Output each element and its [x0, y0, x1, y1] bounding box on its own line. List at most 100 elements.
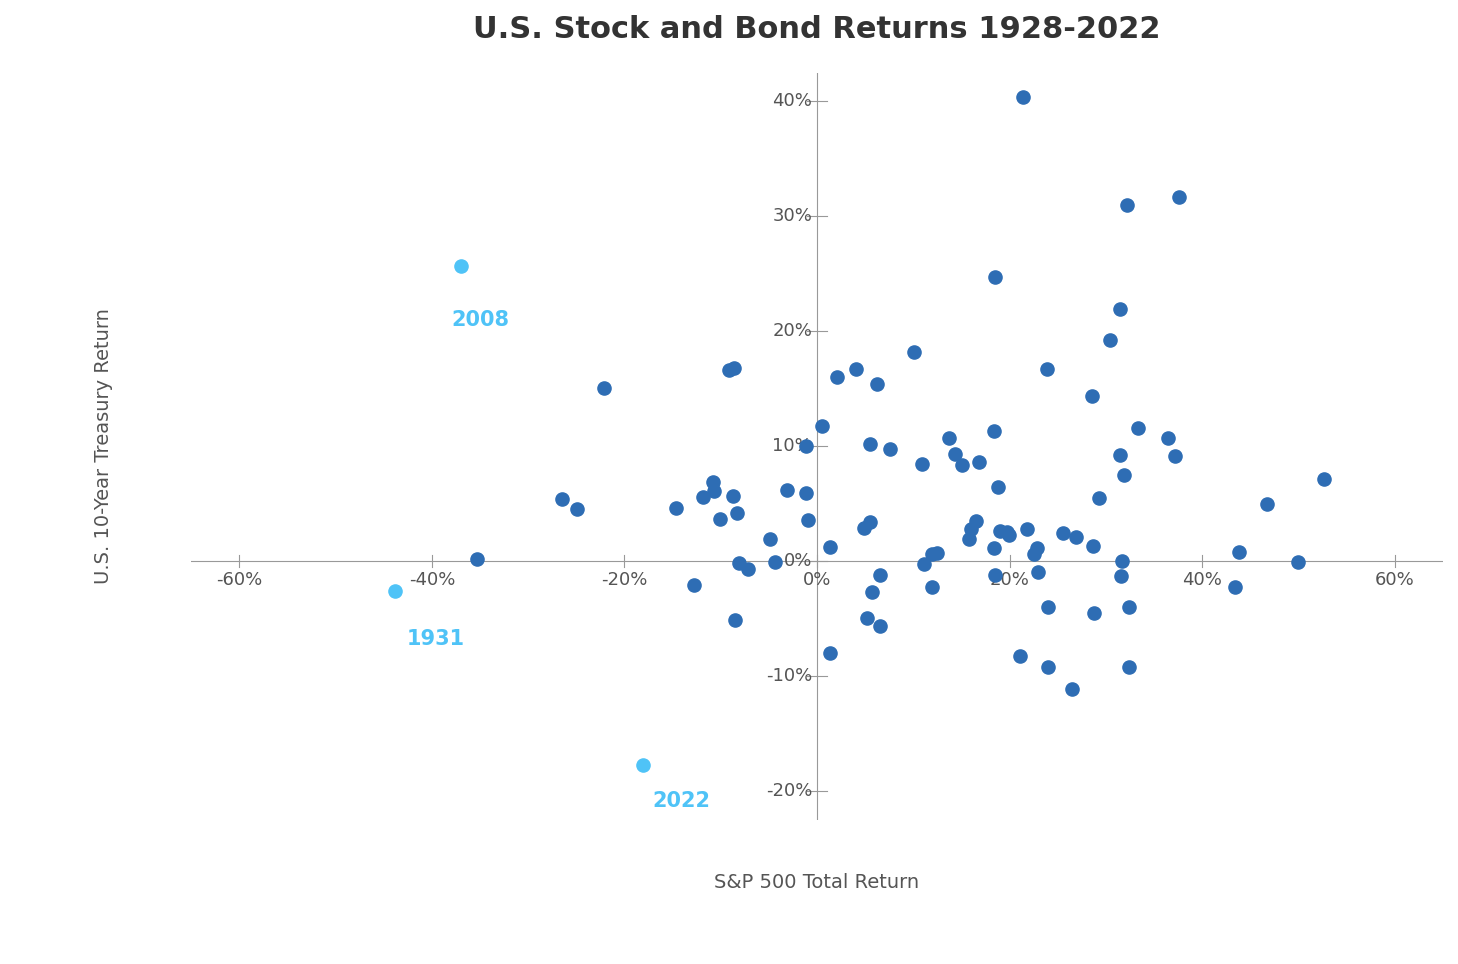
Point — [709, 512, 732, 527]
Point — [869, 618, 892, 633]
Point — [1060, 682, 1083, 697]
Text: S&P 500 Total Return: S&P 500 Total Return — [714, 872, 920, 892]
Text: 2008: 2008 — [451, 310, 509, 330]
Text: U.S. 10-Year Treasury Return: U.S. 10-Year Treasury Return — [93, 308, 112, 584]
Point — [566, 501, 589, 517]
Point — [701, 474, 725, 490]
Point — [1255, 496, 1279, 512]
Title: U.S. Stock and Bond Returns 1928-2022: U.S. Stock and Bond Returns 1928-2022 — [474, 15, 1161, 44]
Text: 0%: 0% — [784, 552, 812, 571]
Point — [728, 555, 751, 571]
Point — [1099, 332, 1123, 347]
Point — [1163, 448, 1187, 464]
Point — [989, 522, 1012, 538]
Text: 40%: 40% — [773, 93, 812, 111]
Point — [726, 505, 749, 521]
Point — [795, 439, 818, 454]
Point — [1082, 538, 1105, 553]
Point — [1112, 468, 1136, 483]
Point — [983, 541, 1006, 556]
Point — [1118, 600, 1142, 615]
Point — [1022, 547, 1045, 562]
Point — [869, 567, 892, 582]
Point — [1035, 362, 1059, 377]
Point — [1064, 529, 1088, 545]
Point — [983, 423, 1006, 439]
Point — [449, 258, 472, 274]
Point — [860, 584, 884, 600]
Point — [920, 546, 943, 561]
Text: 20%: 20% — [773, 323, 812, 340]
Point — [1168, 190, 1191, 205]
Point — [943, 446, 967, 462]
Point — [983, 269, 1006, 284]
Point — [859, 515, 882, 530]
Point — [1037, 599, 1060, 614]
Point — [967, 454, 990, 469]
Point — [856, 610, 879, 626]
Point — [383, 583, 407, 599]
Point — [983, 568, 1006, 583]
Point — [1228, 544, 1251, 559]
Point — [910, 456, 933, 471]
Point — [1016, 522, 1040, 537]
Text: 10%: 10% — [773, 438, 812, 455]
Text: -20%: -20% — [765, 783, 812, 800]
Point — [958, 531, 981, 547]
Text: 20%: 20% — [990, 571, 1029, 589]
Point — [809, 418, 833, 434]
Point — [1026, 565, 1050, 580]
Point — [926, 546, 949, 561]
Point — [592, 380, 615, 395]
Point — [1108, 301, 1131, 316]
Point — [986, 479, 1009, 495]
Point — [1051, 525, 1075, 541]
Point — [937, 430, 961, 445]
Point — [920, 579, 943, 595]
Text: -10%: -10% — [765, 667, 812, 685]
Point — [1082, 605, 1105, 621]
Text: 60%: 60% — [1375, 571, 1414, 589]
Point — [736, 561, 760, 576]
Point — [1312, 471, 1336, 487]
Point — [717, 362, 741, 378]
Point — [859, 437, 882, 452]
Text: -40%: -40% — [408, 571, 455, 589]
Text: 30%: 30% — [773, 207, 812, 226]
Point — [1025, 540, 1048, 555]
Point — [1115, 198, 1139, 213]
Point — [1156, 430, 1180, 445]
Text: 0%: 0% — [803, 571, 831, 589]
Point — [703, 484, 726, 499]
Point — [665, 500, 688, 516]
Point — [1037, 659, 1060, 675]
Point — [903, 344, 926, 360]
Point — [1223, 579, 1247, 595]
Point — [758, 531, 781, 547]
Point — [1088, 490, 1111, 505]
Point — [951, 457, 974, 472]
Point — [1007, 649, 1031, 664]
Point — [997, 527, 1021, 543]
Text: -60%: -60% — [216, 571, 262, 589]
Point — [825, 369, 849, 385]
Point — [866, 377, 889, 392]
Point — [818, 539, 841, 554]
Point — [796, 512, 819, 527]
Point — [1108, 447, 1131, 463]
Point — [691, 490, 714, 505]
Point — [682, 577, 706, 593]
Point — [722, 361, 745, 376]
Point — [959, 522, 983, 537]
Point — [818, 645, 841, 660]
Point — [964, 513, 987, 528]
Point — [879, 442, 903, 457]
Point — [1127, 420, 1150, 436]
Point — [722, 489, 745, 504]
Point — [1080, 388, 1104, 404]
Text: 2022: 2022 — [652, 791, 710, 812]
Point — [795, 486, 818, 501]
Point — [631, 757, 655, 772]
Point — [996, 524, 1019, 540]
Point — [551, 492, 574, 507]
